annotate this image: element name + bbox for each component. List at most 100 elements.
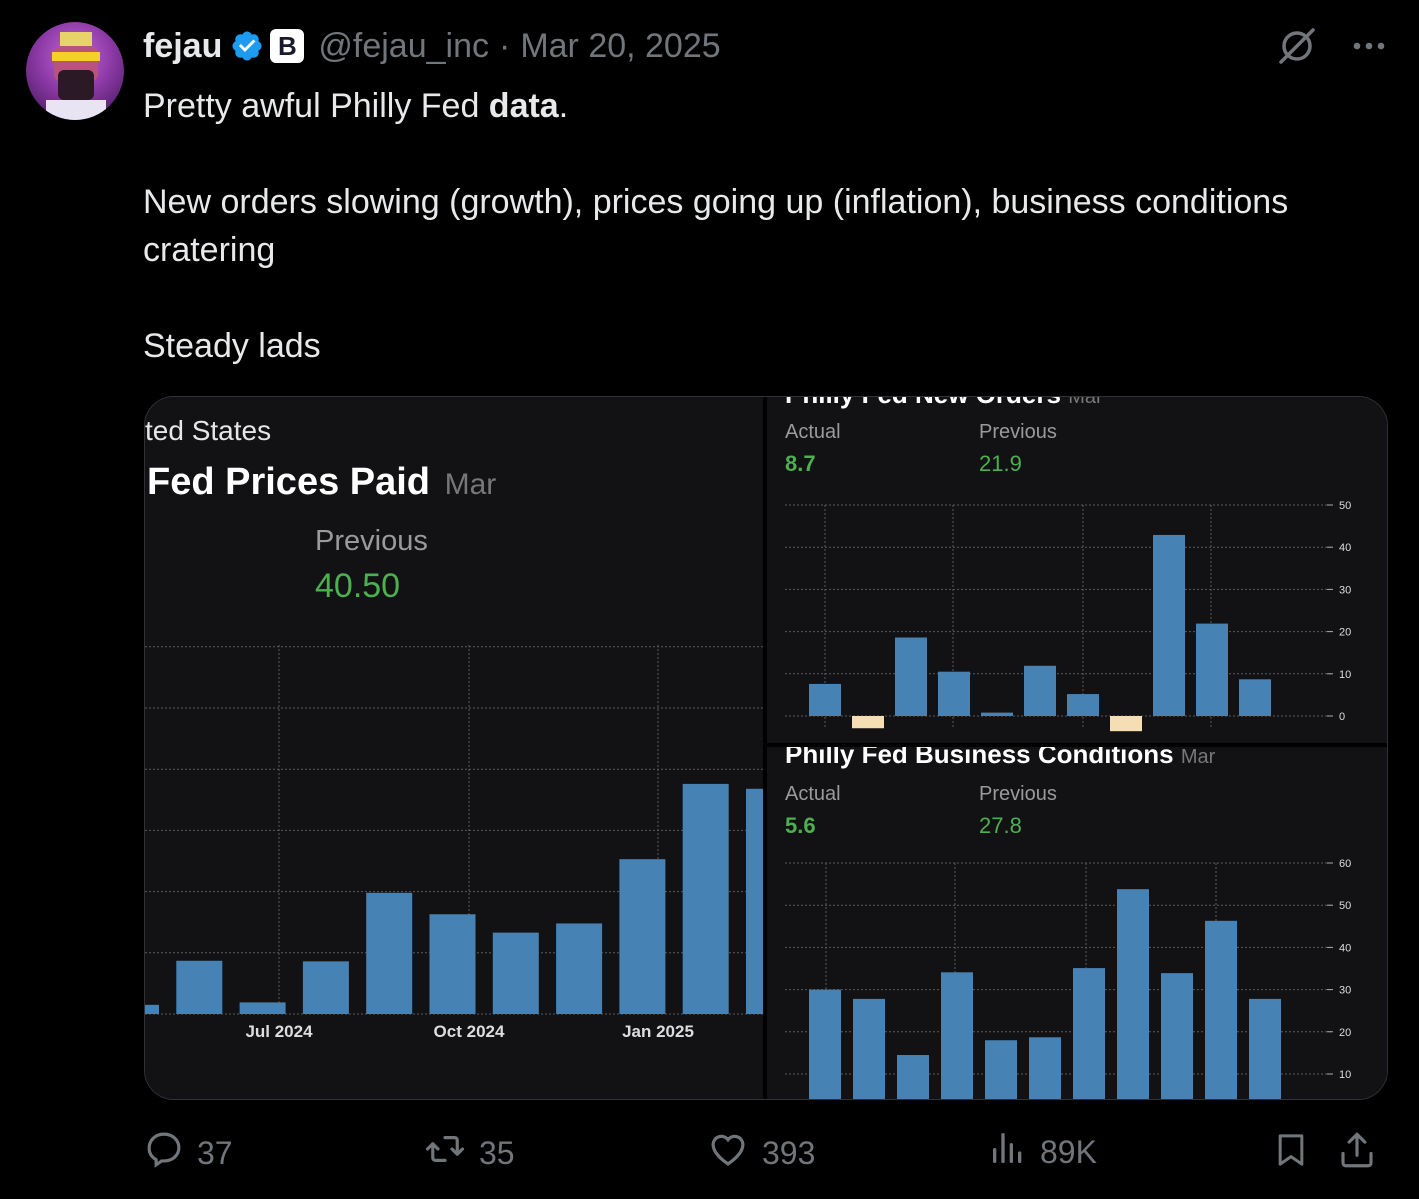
chart-bar bbox=[1117, 889, 1149, 1099]
chart-bar bbox=[1153, 534, 1185, 716]
affiliate-badge[interactable]: B bbox=[270, 29, 305, 63]
chart-title-text: Fed Prices Paid bbox=[147, 461, 431, 503]
actual-label: Actual bbox=[785, 783, 841, 805]
bookmark-button[interactable] bbox=[1271, 1128, 1311, 1180]
previous-value: 27.8 bbox=[979, 813, 1022, 838]
y-tick-label: 10 bbox=[1339, 669, 1351, 681]
like-icon bbox=[706, 1128, 750, 1178]
like-button[interactable]: 393 bbox=[706, 1128, 815, 1178]
chart-bar bbox=[985, 1040, 1017, 1099]
more-icon[interactable] bbox=[1349, 26, 1389, 71]
views-count: 89K bbox=[1040, 1133, 1097, 1170]
chart-bar bbox=[682, 783, 729, 1014]
chart-bar bbox=[366, 892, 413, 1014]
like-count: 393 bbox=[762, 1134, 816, 1171]
media-image-business-conditions[interactable]: Philly Fed Business Conditions Mar Actua… bbox=[767, 747, 1387, 1099]
chart-bar bbox=[897, 1055, 929, 1099]
chart-bar bbox=[1029, 1037, 1061, 1099]
chart-bar bbox=[619, 859, 666, 1014]
chart-prices-paid: Jul 2024 Oct 2024 Jan 2025 bbox=[145, 645, 763, 1041]
y-tick-label: 20 bbox=[1339, 1027, 1351, 1039]
y-tick-label: 30 bbox=[1339, 584, 1351, 596]
header-actions bbox=[1275, 24, 1389, 73]
actual-value: 5.6 bbox=[785, 813, 816, 838]
avatar[interactable] bbox=[26, 22, 124, 120]
chart-bar bbox=[1024, 665, 1056, 716]
chart-bar bbox=[1067, 694, 1099, 716]
reply-icon bbox=[143, 1128, 185, 1178]
chart-bar bbox=[746, 788, 763, 1014]
chart-bar bbox=[1196, 623, 1228, 716]
chart-bar bbox=[895, 637, 927, 716]
chart-bar bbox=[302, 961, 349, 1014]
chart-business-conditions: 10 20 30 40 50 60 bbox=[785, 858, 1351, 1099]
chart-bar bbox=[239, 1002, 286, 1014]
views-button[interactable]: 89K bbox=[988, 1128, 1097, 1176]
author-handle[interactable]: @fejau_inc bbox=[318, 26, 489, 65]
x-tick-label: Jan 2025 bbox=[622, 1022, 694, 1041]
y-tick-label: 40 bbox=[1339, 942, 1351, 954]
chart-bar bbox=[1205, 920, 1237, 1099]
y-tick-label: 10 bbox=[1339, 1069, 1351, 1081]
share-icon bbox=[1336, 1128, 1378, 1180]
media-image-prices-paid[interactable]: ted States Fed Prices Paid Mar Previous … bbox=[145, 397, 763, 1099]
text-segment: Pretty awful Philly Fed bbox=[143, 87, 489, 125]
y-tick-label: 40 bbox=[1339, 542, 1351, 554]
x-tick-label: Jul 2024 bbox=[245, 1022, 313, 1041]
chart-bar bbox=[1110, 716, 1142, 732]
previous-label: Previous bbox=[979, 783, 1057, 805]
reply-button[interactable]: 37 bbox=[143, 1128, 233, 1178]
chart-bar bbox=[1073, 968, 1105, 1099]
chart-title-text: Philly Fed New Orders bbox=[785, 397, 1061, 409]
chart-bar bbox=[556, 923, 603, 1014]
y-tick-label: 50 bbox=[1339, 900, 1351, 912]
chart-new-orders: 0 10 20 30 40 50 bbox=[785, 500, 1351, 732]
chart-bar bbox=[145, 1004, 159, 1014]
actual-value: 8.7 bbox=[785, 451, 816, 476]
bookmark-icon bbox=[1271, 1128, 1311, 1180]
y-tick-label: 60 bbox=[1339, 858, 1351, 870]
chart-title: Philly Fed Business Conditions Mar bbox=[785, 747, 1215, 770]
previous-value: 40.50 bbox=[315, 567, 401, 605]
chart-bar bbox=[1161, 973, 1193, 1099]
repost-button[interactable]: 35 bbox=[423, 1128, 515, 1178]
previous-value: 21.9 bbox=[979, 451, 1022, 476]
text-highlight[interactable]: data bbox=[488, 87, 559, 125]
y-tick-label: 50 bbox=[1339, 500, 1351, 512]
chart-bar bbox=[938, 671, 970, 716]
text-segment: . bbox=[558, 87, 569, 125]
grok-icon[interactable] bbox=[1275, 24, 1319, 73]
previous-label: Previous bbox=[979, 421, 1057, 443]
action-bar: 37 35 393 89K bbox=[143, 1128, 1388, 1174]
chart-period: Mar bbox=[1068, 397, 1103, 408]
media-image-new-orders[interactable]: Philly Fed New Orders Mar Actual 8.7 Pre… bbox=[767, 397, 1387, 743]
y-tick-label: 20 bbox=[1339, 627, 1351, 639]
chart-bar bbox=[1239, 679, 1271, 716]
chart-bar bbox=[852, 716, 884, 729]
chart-bar bbox=[809, 989, 841, 1099]
chart-title: Fed Prices Paid Mar bbox=[147, 461, 496, 504]
chart-bar bbox=[981, 712, 1013, 716]
previous-label: Previous bbox=[315, 525, 428, 557]
repost-icon bbox=[423, 1128, 467, 1178]
tweet-text-line-3: Steady lads bbox=[143, 327, 321, 365]
media-grid[interactable]: ted States Fed Prices Paid Mar Previous … bbox=[144, 396, 1388, 1100]
views-icon bbox=[988, 1128, 1028, 1176]
y-tick-label: 30 bbox=[1339, 985, 1351, 997]
tweet-text-line-1: Pretty awful Philly Fed data. bbox=[143, 82, 1373, 130]
tweet-header: fejau B @fejau_inc · Mar 20, 2025 bbox=[143, 24, 721, 68]
share-button[interactable] bbox=[1336, 1128, 1378, 1180]
chart-bar bbox=[1249, 998, 1281, 1099]
chart-period: Mar bbox=[444, 468, 497, 501]
tweet-text: Pretty awful Philly Fed data. New orders… bbox=[143, 82, 1373, 370]
verified-badge-icon bbox=[230, 29, 264, 63]
y-tick-label: 0 bbox=[1339, 711, 1345, 723]
post-date[interactable]: Mar 20, 2025 bbox=[520, 26, 721, 65]
header-separator: · bbox=[498, 26, 511, 65]
actual-label: Actual bbox=[785, 421, 841, 443]
chart-title-text: Philly Fed Business Conditions bbox=[785, 747, 1174, 769]
author-name[interactable]: fejau bbox=[143, 26, 223, 65]
chart-bar bbox=[429, 914, 476, 1014]
chart-period: Mar bbox=[1180, 747, 1216, 768]
chart-bar bbox=[809, 683, 841, 716]
